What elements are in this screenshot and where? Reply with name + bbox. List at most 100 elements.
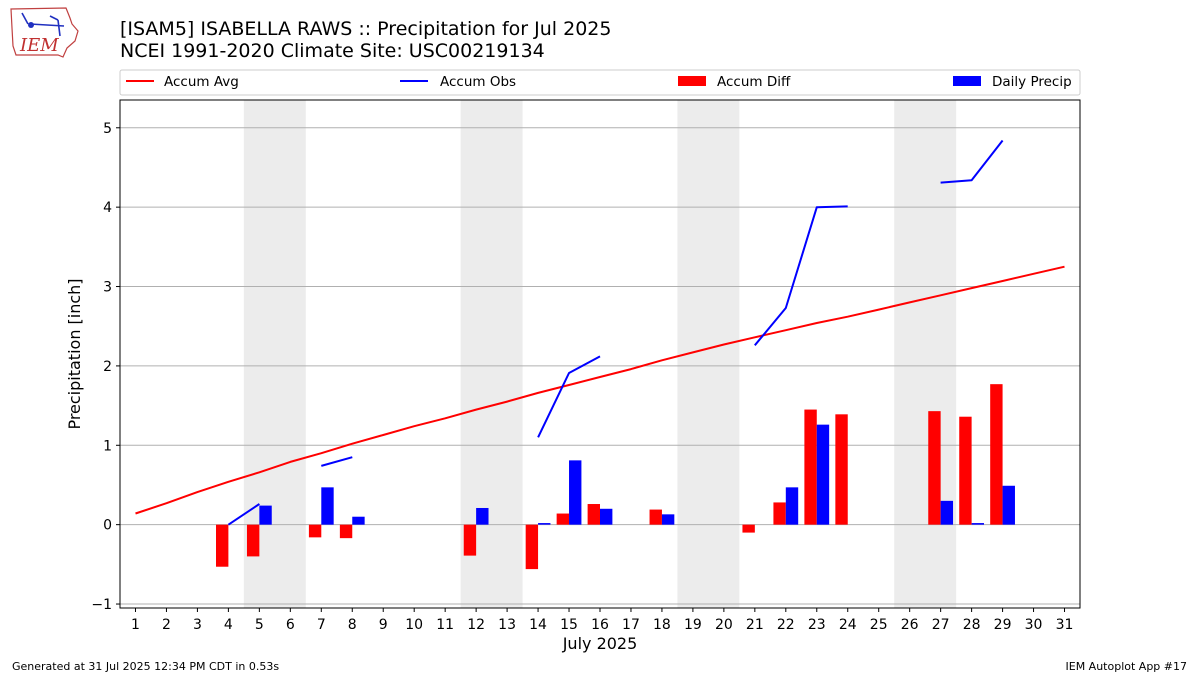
legend: Accum Avg Accum Obs Accum Diff Daily Precip	[119, 69, 1081, 96]
lines	[135, 139, 1065, 526]
daily-precip-bar	[971, 523, 984, 525]
y-tick-label: 5	[103, 121, 112, 137]
daily-precip-bar	[321, 487, 334, 525]
x-tick-label: 23	[808, 617, 826, 633]
bars	[216, 384, 1015, 570]
x-tick-label: 5	[255, 617, 264, 633]
legend-label: Accum Obs	[440, 74, 516, 90]
x-tick-label: 26	[901, 617, 919, 633]
x-tick-label: 29	[994, 617, 1012, 633]
legend-bar-swatch	[953, 76, 981, 86]
y-tick-label: 0	[103, 518, 112, 534]
iem-logo: IEM	[10, 7, 79, 58]
y-tick-label: −1	[91, 597, 112, 613]
x-tick-label: 14	[529, 617, 547, 633]
x-tick-label: 20	[715, 617, 733, 633]
footer-app-text: IEM Autoplot App #17	[1066, 660, 1188, 673]
x-tick-label: 21	[746, 617, 764, 633]
accum-diff-bar	[587, 504, 600, 525]
accum-obs-line	[227, 503, 260, 526]
accum-diff-bar	[804, 409, 817, 525]
daily-precip-bar	[600, 508, 613, 525]
daily-precip-bar	[816, 424, 830, 525]
daily-precip-bar	[538, 523, 551, 525]
x-tick-label: 16	[591, 617, 609, 633]
daily-precip-bar	[352, 516, 365, 525]
x-tick-label: 6	[286, 617, 295, 633]
weekend-band	[460, 100, 523, 608]
x-tick-label: 18	[653, 617, 671, 633]
daily-precip-bar	[940, 500, 954, 525]
accum-diff-bar	[773, 502, 786, 525]
y-tick-label: 2	[103, 359, 112, 375]
x-tick-label: 13	[498, 617, 516, 633]
legend-label: Accum Diff	[717, 74, 791, 90]
daily-precip-bar	[259, 505, 272, 525]
accum-diff-bar	[649, 509, 662, 525]
weekend-band	[894, 100, 957, 608]
station-dot-icon	[28, 22, 34, 28]
daily-precip-bar	[785, 487, 799, 525]
accum-obs-line	[754, 205, 848, 346]
legend-label: Accum Avg	[164, 74, 239, 90]
x-tick-label: 27	[932, 617, 950, 633]
x-tick-label: 28	[963, 617, 981, 633]
x-tick-label: 24	[839, 617, 857, 633]
legend-box	[119, 69, 1081, 96]
x-tick-label: 31	[1056, 617, 1074, 633]
x-tick-label: 30	[1025, 617, 1043, 633]
x-tick-label: 12	[467, 617, 485, 633]
daily-precip-bar	[569, 460, 582, 525]
accum-diff-bar	[463, 524, 477, 556]
accum-diff-bar	[339, 524, 353, 539]
x-tick-label: 19	[684, 617, 702, 633]
accum-diff-bar	[216, 524, 229, 567]
chart-title: [ISAM5] ISABELLA RAWS :: Precipitation f…	[120, 18, 611, 40]
x-tick-label: 15	[560, 617, 578, 633]
accum-diff-bar	[556, 513, 570, 525]
iowa-outline-icon	[10, 7, 79, 58]
accum-diff-bar	[835, 414, 848, 525]
legend-bar-swatch	[678, 76, 706, 86]
x-tick-label: 22	[777, 617, 795, 633]
daily-precip-bar	[476, 507, 489, 525]
weekend-band	[243, 100, 306, 608]
y-axis-label: Precipitation [inch]	[65, 278, 84, 429]
y-tick-label: 1	[103, 438, 112, 454]
x-tick-label: 9	[379, 617, 388, 633]
y-axis-ticks: −1 0 1 2 3 4 5	[91, 121, 120, 613]
x-tick-label: 11	[436, 617, 454, 633]
accum-diff-bar	[990, 384, 1003, 525]
accum-diff-bar	[525, 524, 539, 570]
x-axis-ticks: 1 2 3 4 5 6 7 8 9 10 11 12 13 14 15 16 17 18 19 20 21 22 23 24 2…	[131, 608, 1073, 633]
footer-generated-text: Generated at 31 Jul 2025 12:34 PM CDT in…	[12, 660, 279, 673]
accum-diff-bar	[246, 524, 260, 557]
chart-subtitle: NCEI 1991-2020 Climate Site: USC00219134	[120, 40, 545, 62]
x-tick-label: 17	[622, 617, 640, 633]
y-tick-label: 4	[103, 200, 112, 216]
accum-diff-bar	[928, 411, 941, 525]
gridlines	[120, 127, 1080, 605]
y-tick-label: 3	[103, 280, 112, 296]
daily-precip-bar	[1002, 485, 1015, 525]
x-tick-label: 2	[162, 617, 171, 633]
daily-precip-bar	[661, 514, 675, 525]
x-tick-label: 3	[193, 617, 202, 633]
accum-obs-line	[537, 355, 601, 438]
x-tick-label: 25	[870, 617, 888, 633]
accum-obs-line	[321, 456, 353, 467]
accum-diff-bar	[742, 524, 755, 533]
legend-label: Daily Precip	[992, 74, 1072, 90]
x-tick-label: 1	[131, 617, 140, 633]
x-axis-label: July 2025	[562, 634, 638, 653]
accum-avg-line	[135, 265, 1065, 515]
x-tick-label: 8	[348, 617, 357, 633]
accum-diff-bar	[308, 524, 322, 538]
logo-text: IEM	[19, 35, 59, 56]
accum-obs-line	[940, 139, 1004, 184]
x-tick-label: 10	[405, 617, 423, 633]
x-tick-label: 4	[224, 617, 233, 633]
weekend-shading	[243, 100, 957, 608]
weather-station-icon	[21, 12, 65, 37]
